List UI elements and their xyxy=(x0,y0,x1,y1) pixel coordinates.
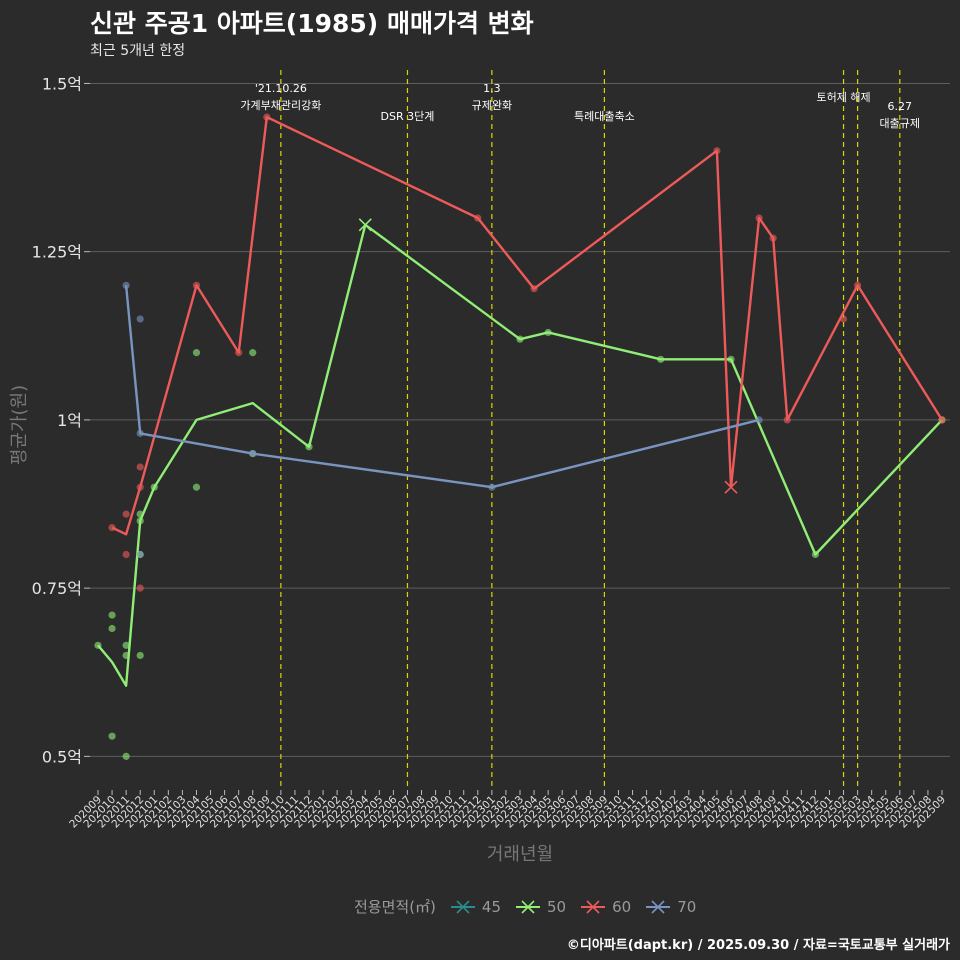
event-label: 규제완화 xyxy=(472,99,512,112)
legend-swatch-cross xyxy=(456,899,470,914)
data-point-70 xyxy=(136,315,144,323)
event-label: 토허제 해제 xyxy=(816,90,870,104)
series-layer xyxy=(94,113,946,760)
data-point-50 xyxy=(192,483,201,491)
legend-swatch-cross xyxy=(521,899,535,914)
legend-swatch-cross xyxy=(651,899,665,914)
chart-title: 신관 주공1 아파트(1985) 매매가격 변화 xyxy=(90,9,534,38)
data-point-50 xyxy=(136,651,144,660)
data-point-60 xyxy=(122,550,130,559)
y-tick-label: 0.5억 xyxy=(42,747,82,766)
legend-item-70: 70 xyxy=(645,898,696,916)
gridlines xyxy=(90,82,950,757)
data-point-50 xyxy=(108,732,116,740)
data-point-60 xyxy=(136,584,144,592)
cancelled-marker-50 xyxy=(358,218,372,232)
data-point-50 xyxy=(192,349,201,357)
y-tick-label: 1.5억 xyxy=(42,74,82,93)
series-line-70 xyxy=(124,285,760,489)
event-label: '21.10.26 xyxy=(255,82,307,95)
legend-title: 전용면적(㎡) xyxy=(354,898,436,916)
legend-swatch-70 xyxy=(646,899,671,914)
data-point-50 xyxy=(249,349,257,357)
y-tick-label: 1억 xyxy=(57,411,82,430)
legend-swatch-45 xyxy=(450,899,475,914)
legend-item-50: 50 xyxy=(515,898,566,916)
y-axis: 0.5억 0.75억 1억 1.25억 1.5억 xyxy=(32,74,90,766)
data-point-70 xyxy=(136,550,144,559)
legend-label-45: 45 xyxy=(481,897,501,916)
data-point-60 xyxy=(122,510,130,518)
legend-label-70: 70 xyxy=(677,897,697,916)
data-point-50 xyxy=(122,752,130,760)
data-point-60 xyxy=(136,463,144,471)
x-axis-title: 거래년월 xyxy=(486,844,554,865)
x-axis: 2020092020102020112020122021012021022021… xyxy=(67,790,948,830)
legend-swatch-60 xyxy=(581,899,606,914)
cancelled-marker-60 xyxy=(724,480,738,494)
legend-item-60: 60 xyxy=(580,898,631,916)
y-axis-title: 평균가(원) xyxy=(9,384,30,466)
event-label: 가계부채관리강화 xyxy=(240,99,321,112)
data-point-70 xyxy=(755,416,763,424)
y-tick-label: 0.75억 xyxy=(32,579,82,598)
legend-swatch-50 xyxy=(516,899,540,914)
legend-item-45: 45 xyxy=(450,898,501,916)
series-line-60 xyxy=(111,115,944,536)
chart-subtitle: 최근 5개년 한정 xyxy=(90,43,186,59)
event-label: DSR 3단계 xyxy=(381,110,435,123)
legend: 전용면적(㎡) 45 50 60 70 xyxy=(354,896,696,917)
event-label: 특례대출축소 xyxy=(574,110,635,123)
series-line-50 xyxy=(97,223,943,687)
event-label: 대출규제 xyxy=(880,117,920,130)
data-point-50 xyxy=(108,624,116,633)
legend-label-50: 50 xyxy=(547,897,567,916)
data-point-50 xyxy=(122,641,130,649)
event-label: 6.27 xyxy=(888,100,913,113)
y-tick-label: 1.25억 xyxy=(32,243,82,262)
source-caption: ©디아파트(dapt.kr) / 2025.09.30 / 자료=국토교통부 실… xyxy=(566,938,950,953)
legend-label-60: 60 xyxy=(612,897,632,916)
data-point-50 xyxy=(108,611,116,619)
legend-swatch-cross xyxy=(586,899,600,914)
event-label: 1.3 xyxy=(483,82,501,95)
